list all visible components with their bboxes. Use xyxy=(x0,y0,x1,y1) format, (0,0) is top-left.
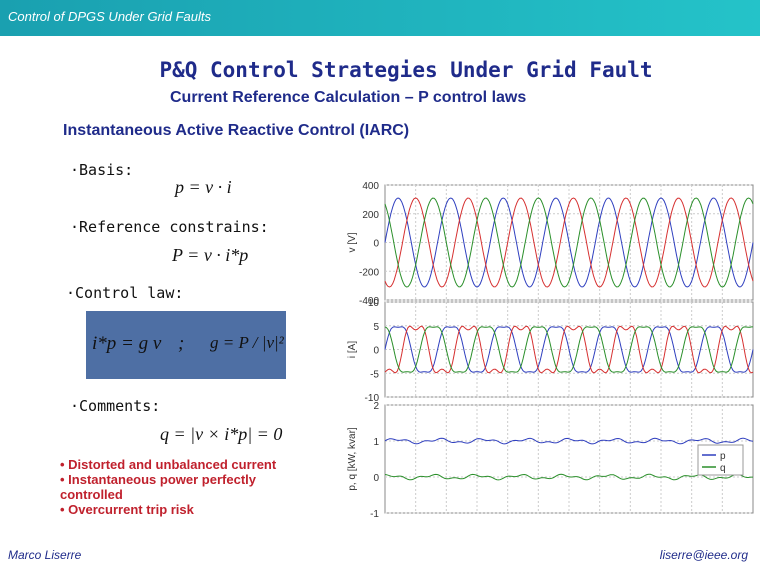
footer-author: Marco Liserre xyxy=(8,548,82,562)
tick-label: -10 xyxy=(365,393,380,404)
section-title: Instantaneous Active Reactive Control (I… xyxy=(63,122,410,139)
comments-list: • Distorted and unbalanced current • Ins… xyxy=(60,457,320,517)
header-title: Control of DPGS Under Grid Faults xyxy=(8,9,212,24)
tick-label: 2 xyxy=(373,401,379,412)
control-law-box: i*p = g v ; g = P / |v|² xyxy=(86,311,286,379)
plot-frame xyxy=(384,404,754,514)
page-subtitle: Current Reference Calculation – P contro… xyxy=(170,89,527,106)
tick-label: 5 xyxy=(373,322,379,333)
comment-item: • Instantaneous power perfectly controll… xyxy=(60,472,256,502)
series-line xyxy=(384,197,754,288)
tick-label: 400 xyxy=(362,181,379,192)
plot-frame xyxy=(384,301,754,398)
legend-label: p xyxy=(720,451,726,462)
legend-box xyxy=(697,444,744,476)
equation-basis: p = v · i xyxy=(175,177,232,197)
tick-label: 0 xyxy=(373,239,379,250)
equation-reference: P = v · i*p xyxy=(172,245,249,265)
axis-label: i [A] xyxy=(347,341,358,358)
series-line xyxy=(384,437,754,445)
tick-label: 10 xyxy=(368,298,380,309)
tick-label: 0 xyxy=(373,473,379,484)
equation-control-law-left: i*p = g v xyxy=(92,333,162,354)
current-chart: 10 5 0 -5 -10 i [A] xyxy=(347,298,754,404)
legend-label: q xyxy=(720,463,726,474)
header-bar: Control of DPGS Under Grid Faults xyxy=(0,0,760,36)
tick-label: -1 xyxy=(370,509,379,520)
plot-frame xyxy=(384,184,754,301)
tick-label: 0 xyxy=(373,346,379,357)
bullet-control-law: ·Control law: xyxy=(66,284,184,302)
tick-label: -5 xyxy=(370,369,379,380)
comment-item: • Overcurrent trip risk xyxy=(60,502,194,517)
bullet-reference: ·Reference constrains: xyxy=(70,218,269,236)
power-chart: 2 1 0 -1 p, q [kW, kvar] pq xyxy=(347,401,754,520)
series-line xyxy=(384,326,754,373)
equation-separator: ; xyxy=(178,333,185,354)
series-line xyxy=(384,473,753,481)
tick-label: 200 xyxy=(362,210,379,221)
footer-email: liserre@ieee.org xyxy=(659,548,748,562)
voltage-chart: 400 200 0 -200 -400 v [V] xyxy=(347,181,754,307)
tick-label: -200 xyxy=(359,267,379,278)
comment-item: • Distorted and unbalanced current xyxy=(60,457,277,472)
equation-control-law-right: g = P / |v|² xyxy=(210,333,284,352)
axis-label: p, q [kW, kvar] xyxy=(347,427,358,491)
equation-comments: q = |v × i*p| = 0 xyxy=(160,424,283,444)
series-line xyxy=(384,197,754,288)
series-line xyxy=(384,325,754,374)
axis-label: v [V] xyxy=(347,232,358,252)
tick-label: 1 xyxy=(373,437,379,448)
tick-label: -400 xyxy=(359,296,379,307)
series-line xyxy=(384,197,754,288)
series-line xyxy=(384,326,753,373)
bullet-basis: ·Basis: xyxy=(70,161,134,179)
page-title: P&Q Control Strategies Under Grid Fault xyxy=(159,58,653,82)
bullet-comments: ·Comments: xyxy=(70,397,161,415)
